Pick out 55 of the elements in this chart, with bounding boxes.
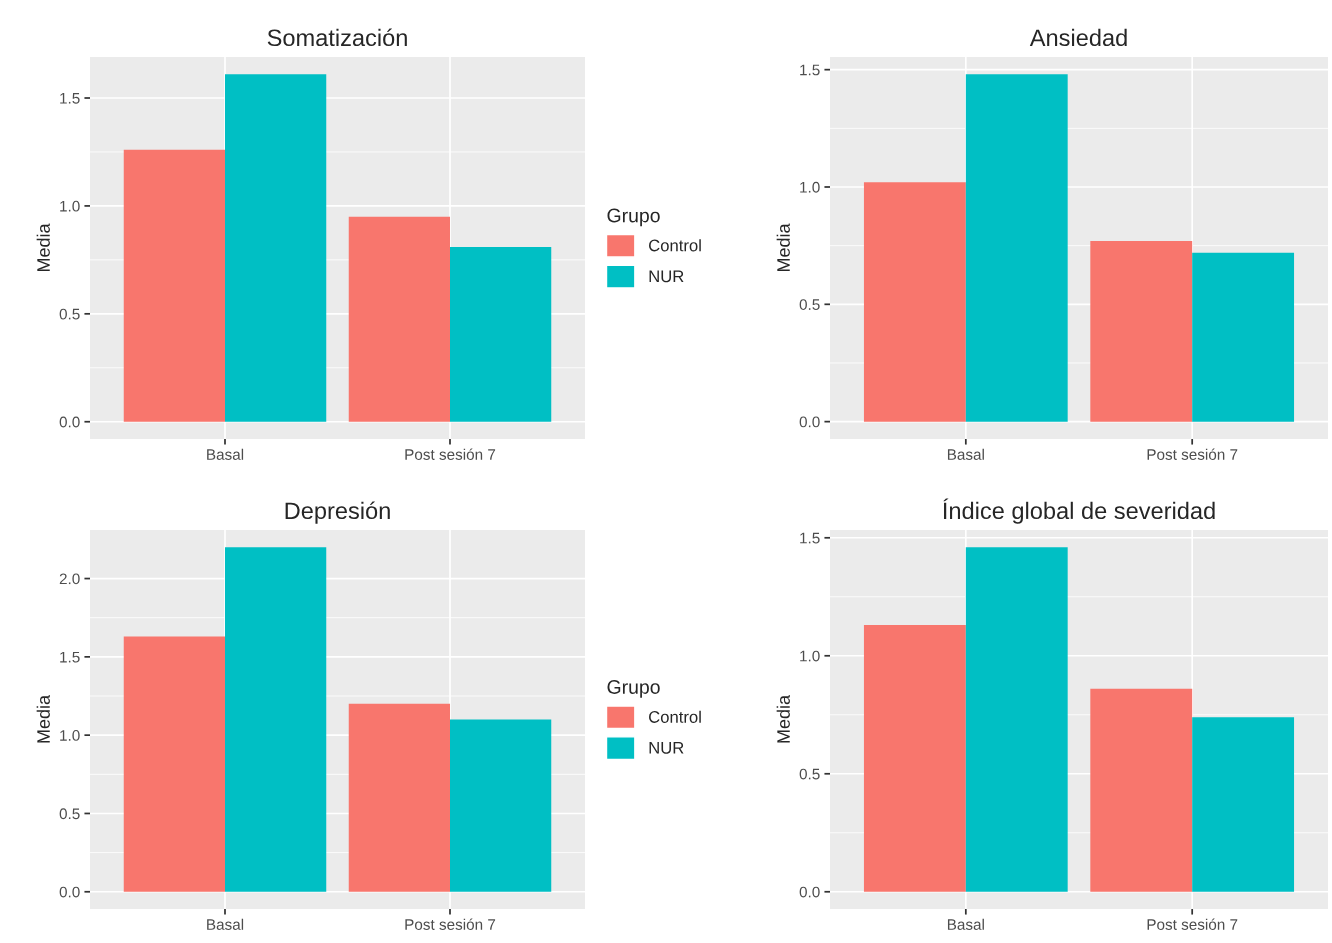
chart-title: Ansiedad xyxy=(1029,28,1127,47)
y-tick-label: 1.0 xyxy=(800,650,820,662)
y-axis-title: Media xyxy=(776,223,790,272)
y-tick-label: 0.0 xyxy=(59,886,80,898)
x-tick-label: Post sesión 7 xyxy=(405,918,496,930)
y-tick-label: 0.5 xyxy=(799,768,820,780)
y-tick-label: 1.5 xyxy=(800,64,820,76)
y-tick-label: 1.0 xyxy=(60,200,80,212)
x-tick-label: Post sesión 7 xyxy=(405,448,496,460)
bar xyxy=(863,182,966,422)
x-tick-label: Post sesión 7 xyxy=(1147,918,1238,930)
bar xyxy=(965,74,1068,422)
chart-title: Índice global de severidad xyxy=(943,498,1215,524)
legend-label: NUR xyxy=(649,742,684,754)
y-tick-label: 1.0 xyxy=(800,181,820,193)
y-tick-label: 0.0 xyxy=(59,416,80,428)
bar xyxy=(450,719,552,892)
y-tick-label: 0.0 xyxy=(799,416,820,428)
x-tick-label: Basal xyxy=(207,448,244,460)
x-tick-label: Basal xyxy=(947,448,984,460)
bar xyxy=(348,216,450,422)
y-tick-label: 1.5 xyxy=(60,93,80,104)
y-axis-title: Media xyxy=(36,223,50,272)
y-tick-label: 0.5 xyxy=(59,808,80,820)
bar xyxy=(1090,240,1193,422)
legend-title: Grupo xyxy=(607,680,660,698)
y-tick-label: 0.5 xyxy=(59,308,80,320)
bar xyxy=(225,547,327,892)
y-axis-title: Media xyxy=(36,694,50,743)
chart-title: Depresión xyxy=(285,501,390,524)
bar xyxy=(123,149,225,422)
x-tick-label: Basal xyxy=(207,918,244,930)
bar xyxy=(225,74,327,422)
x-tick-label: Post sesión 7 xyxy=(1147,448,1238,460)
legend-label: Control xyxy=(649,239,701,252)
y-tick-label: 1.5 xyxy=(800,532,820,544)
y-tick-label: 0.0 xyxy=(799,886,820,898)
bar xyxy=(1192,717,1295,892)
bar xyxy=(863,625,966,892)
y-tick-label: 1.5 xyxy=(60,651,80,663)
y-tick-label: 1.0 xyxy=(60,730,80,741)
bar xyxy=(450,246,552,422)
y-axis-title: Media xyxy=(776,694,790,743)
legend-title: Grupo xyxy=(607,208,660,227)
chart-title: Somatización xyxy=(267,28,407,47)
legend-label: NUR xyxy=(649,270,684,283)
bar xyxy=(348,703,450,892)
bar xyxy=(965,547,1068,892)
legend-label: Control xyxy=(649,710,701,723)
x-tick-label: Basal xyxy=(947,918,984,930)
y-tick-label: 0.5 xyxy=(799,299,820,310)
bar xyxy=(123,636,225,892)
bar xyxy=(1192,252,1295,422)
y-tick-label: 2.0 xyxy=(59,573,80,585)
bar xyxy=(1090,688,1193,892)
